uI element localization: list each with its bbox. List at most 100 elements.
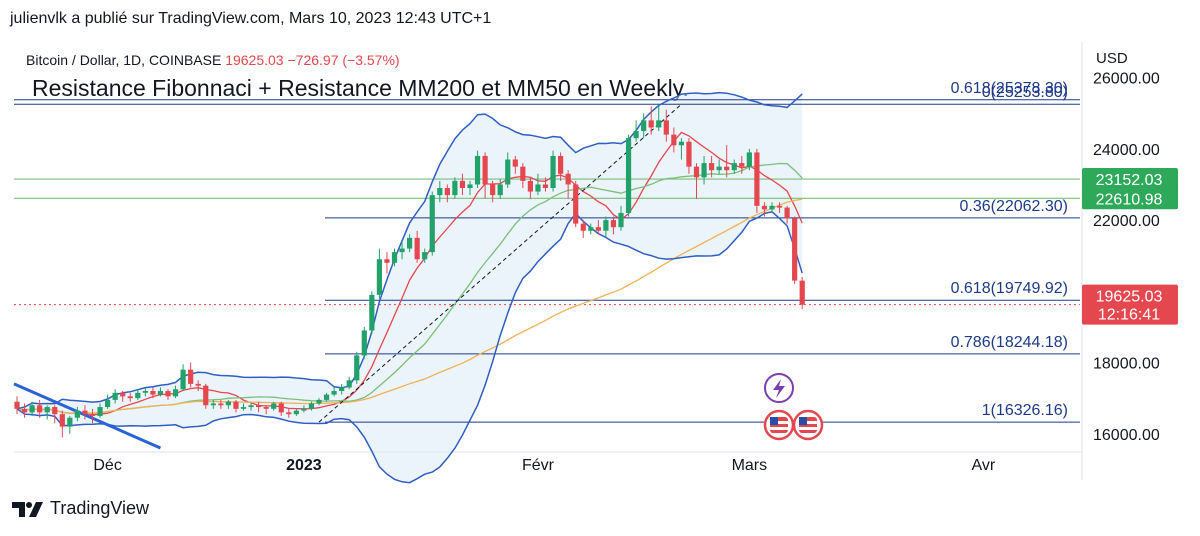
candle-body[interactable] bbox=[278, 403, 284, 413]
candle-body[interactable] bbox=[535, 184, 541, 192]
candle-body[interactable] bbox=[520, 166, 526, 181]
candle-body[interactable] bbox=[286, 412, 292, 415]
candle-body[interactable] bbox=[558, 155, 564, 174]
candle-body[interactable] bbox=[308, 403, 315, 409]
candle-body[interactable] bbox=[784, 207, 790, 219]
candle-body[interactable] bbox=[339, 387, 345, 392]
candle-body[interactable] bbox=[641, 120, 647, 132]
candle-body[interactable] bbox=[74, 410, 80, 418]
candle-body[interactable] bbox=[248, 405, 254, 408]
candle-body[interactable] bbox=[474, 155, 481, 185]
candle-body[interactable] bbox=[444, 188, 450, 196]
candle-body[interactable] bbox=[203, 385, 209, 406]
candle-body[interactable] bbox=[467, 184, 473, 189]
candle-body[interactable] bbox=[37, 405, 43, 413]
fib-trend-line[interactable] bbox=[318, 103, 682, 423]
candle-body[interactable] bbox=[603, 220, 609, 231]
candle-body[interactable] bbox=[414, 237, 420, 260]
candle-body[interactable] bbox=[610, 220, 617, 228]
candle-body[interactable] bbox=[497, 184, 503, 196]
candle-body[interactable] bbox=[135, 392, 141, 399]
candle-body[interactable] bbox=[89, 414, 96, 416]
candle-body[interactable] bbox=[459, 180, 466, 189]
candle-body[interactable] bbox=[505, 159, 511, 185]
candle-body[interactable] bbox=[150, 391, 156, 395]
candle-body[interactable] bbox=[746, 152, 752, 167]
candle-body[interactable] bbox=[165, 391, 171, 397]
candle-body[interactable] bbox=[716, 166, 722, 171]
candle-body[interactable] bbox=[754, 152, 760, 206]
candle-body[interactable] bbox=[399, 248, 405, 253]
candle-body[interactable] bbox=[573, 184, 579, 224]
candle-body[interactable] bbox=[701, 163, 707, 178]
candle-body[interactable] bbox=[67, 417, 73, 427]
candle-body[interactable] bbox=[354, 355, 360, 381]
candle-body[interactable] bbox=[293, 410, 299, 415]
candle-body[interactable] bbox=[512, 159, 518, 167]
candle-body[interactable] bbox=[761, 205, 768, 210]
candle-body[interactable] bbox=[550, 155, 556, 189]
candle-body[interactable] bbox=[21, 408, 28, 413]
candle-body[interactable] bbox=[195, 383, 201, 386]
candle-body[interactable] bbox=[776, 205, 783, 208]
candle-body[interactable] bbox=[301, 408, 307, 411]
candle-body[interactable] bbox=[225, 401, 231, 406]
candle-body[interactable] bbox=[391, 252, 398, 263]
candle-body[interactable] bbox=[429, 195, 435, 253]
candle-body[interactable] bbox=[82, 410, 88, 415]
candle-body[interactable] bbox=[127, 396, 133, 399]
candle-body[interactable] bbox=[369, 294, 375, 331]
candle-body[interactable] bbox=[361, 330, 367, 356]
candle-body[interactable] bbox=[180, 369, 186, 390]
candle-body[interactable] bbox=[693, 166, 700, 178]
candle-body[interactable] bbox=[105, 399, 111, 408]
candle-body[interactable] bbox=[595, 227, 601, 231]
candle-body[interactable] bbox=[542, 184, 549, 189]
candle-body[interactable] bbox=[663, 120, 669, 135]
candle-body[interactable] bbox=[271, 403, 277, 409]
candle-body[interactable] bbox=[240, 407, 247, 409]
candle-body[interactable] bbox=[384, 259, 390, 263]
candle-body[interactable] bbox=[739, 163, 745, 167]
candle-body[interactable] bbox=[588, 227, 594, 231]
candle-body[interactable] bbox=[482, 155, 488, 185]
candle-body[interactable] bbox=[709, 163, 715, 171]
candle-body[interactable] bbox=[648, 120, 654, 128]
candle-body[interactable] bbox=[452, 180, 458, 196]
candle-body[interactable] bbox=[44, 407, 50, 413]
candle-body[interactable] bbox=[256, 405, 262, 408]
candle-body[interactable] bbox=[112, 392, 118, 400]
candle-body[interactable] bbox=[323, 394, 330, 400]
candle-body[interactable] bbox=[686, 141, 692, 167]
downtrend-line[interactable] bbox=[13, 382, 162, 450]
candle-body[interactable] bbox=[625, 138, 632, 213]
candle-body[interactable] bbox=[799, 280, 805, 305]
candle-body[interactable] bbox=[52, 407, 58, 415]
candle-body[interactable] bbox=[580, 223, 586, 231]
candle-body[interactable] bbox=[14, 401, 20, 409]
candle-body[interactable] bbox=[59, 414, 65, 427]
candle-body[interactable] bbox=[331, 391, 337, 395]
candle-body[interactable] bbox=[490, 184, 496, 196]
candle-body[interactable] bbox=[218, 403, 224, 406]
candle-body[interactable] bbox=[29, 405, 35, 413]
candle-body[interactable] bbox=[97, 407, 103, 416]
candle-body[interactable] bbox=[407, 237, 413, 249]
candle-body[interactable] bbox=[316, 399, 322, 404]
candle-body[interactable] bbox=[172, 389, 179, 397]
candle-body[interactable] bbox=[769, 205, 775, 210]
candle-body[interactable] bbox=[565, 173, 571, 185]
candle-body[interactable] bbox=[157, 391, 164, 395]
candle-body[interactable] bbox=[120, 392, 126, 397]
candle-body[interactable] bbox=[678, 141, 684, 146]
candle-body[interactable] bbox=[142, 391, 148, 393]
candle-body[interactable] bbox=[263, 407, 269, 409]
candle-body[interactable] bbox=[422, 252, 428, 260]
candle-body[interactable] bbox=[671, 134, 677, 146]
candle-body[interactable] bbox=[731, 163, 737, 171]
candle-body[interactable] bbox=[792, 218, 798, 281]
candle-body[interactable] bbox=[210, 403, 216, 406]
candle-body[interactable] bbox=[618, 212, 624, 228]
candle-body[interactable] bbox=[633, 131, 639, 139]
